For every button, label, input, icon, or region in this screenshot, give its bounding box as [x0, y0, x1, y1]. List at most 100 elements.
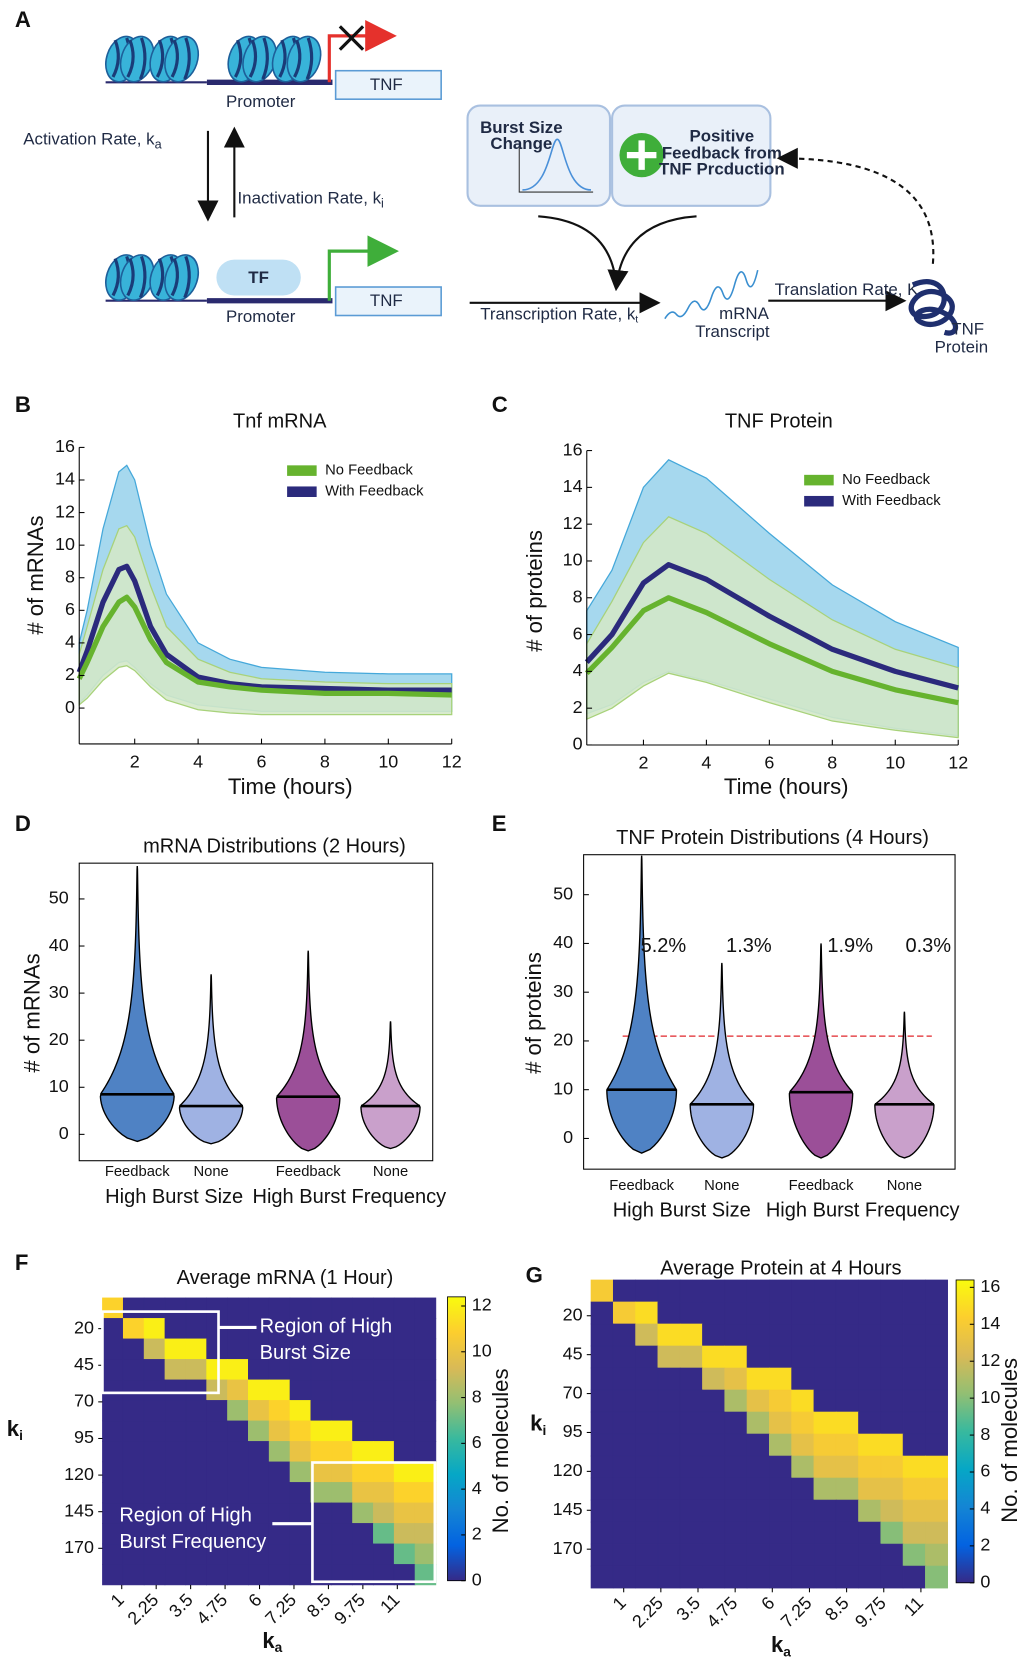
heat-cell	[791, 1499, 815, 1523]
heat-cell	[635, 1477, 659, 1501]
violin	[606, 855, 678, 1154]
heat-cell	[635, 1411, 659, 1435]
heat-cell	[612, 1301, 636, 1325]
heat-cell	[902, 1543, 926, 1567]
panel-label: B	[15, 392, 31, 417]
heat-cell	[122, 1400, 145, 1422]
heat-cell	[813, 1301, 837, 1325]
heat-cell	[791, 1323, 815, 1347]
heat-cell	[702, 1389, 726, 1413]
chart-title: Average Protein at 4 Hours	[660, 1258, 901, 1280]
heat-cell	[143, 1420, 166, 1442]
annotation: 5.2%	[641, 935, 687, 957]
heat-cell	[206, 1338, 228, 1360]
x-tick-label: 2	[638, 753, 648, 773]
colorbar-tick-label: 4	[472, 1478, 482, 1498]
heat-cell	[925, 1521, 948, 1545]
x-tick-label: 2	[130, 752, 140, 772]
x-tick-label: None	[193, 1164, 228, 1180]
chart-title: mRNA Distributions (2 Hours)	[143, 836, 406, 858]
heat-cell	[310, 1543, 333, 1565]
heat-cell	[702, 1499, 726, 1523]
heat-cell	[835, 1543, 859, 1567]
panel-label: F	[15, 1250, 29, 1275]
x-axis-label: Time (hours)	[724, 774, 849, 799]
x-tick-label: 6	[757, 1593, 778, 1614]
heat-cell	[373, 1420, 395, 1442]
violin	[178, 974, 244, 1145]
heat-cell	[289, 1420, 312, 1442]
heat-cell	[352, 1338, 374, 1360]
heat-cell	[206, 1461, 228, 1483]
heat-cell	[925, 1323, 948, 1347]
heat-cell	[590, 1543, 614, 1567]
heat-cell	[724, 1279, 748, 1303]
heat-cell	[289, 1502, 312, 1524]
colorbar-tick-label: 2	[472, 1524, 482, 1544]
x-tick-label: 10	[885, 753, 905, 773]
heat-cell	[702, 1477, 726, 1501]
heat-cell	[702, 1323, 726, 1347]
heat-cell	[414, 1482, 437, 1504]
label-text: k	[771, 1632, 784, 1657]
heat-cell	[227, 1400, 249, 1422]
heat-cell	[724, 1499, 748, 1523]
heat-cell	[185, 1359, 207, 1381]
heat-cell	[414, 1318, 437, 1340]
y-tick-label: 6	[573, 623, 583, 643]
heat-cell	[724, 1367, 748, 1391]
label-sub: t	[635, 314, 638, 326]
label-text: Inactivation Rate, k	[238, 189, 382, 208]
heat-cell	[185, 1420, 207, 1442]
y-tick-label: 16	[55, 436, 75, 456]
colorbar-tick-label: 10	[980, 1387, 1000, 1407]
heat-cell	[185, 1441, 207, 1463]
heat-cell	[373, 1379, 395, 1401]
heat-cell	[813, 1499, 837, 1523]
annotation: Burst Size	[260, 1342, 351, 1364]
heat-cell	[590, 1565, 614, 1589]
heat-cell	[880, 1345, 904, 1369]
heat-cell	[310, 1502, 333, 1524]
heat-cell	[858, 1345, 882, 1369]
x-tick-label: 6	[245, 1590, 266, 1611]
heat-cell	[635, 1455, 659, 1479]
heat-cell	[206, 1482, 228, 1504]
heat-cell	[143, 1318, 166, 1340]
heat-cell	[858, 1477, 882, 1501]
heat-cell	[746, 1301, 770, 1325]
heat-cell	[635, 1323, 659, 1347]
heat-cell	[835, 1367, 859, 1391]
x-tick-label: Feedback	[276, 1164, 341, 1180]
heat-cell	[289, 1441, 312, 1463]
x-tick-label: 12	[948, 753, 968, 773]
heat-cell	[206, 1297, 228, 1319]
y-tick-label: 170	[64, 1537, 94, 1557]
heat-cell	[813, 1389, 837, 1413]
gene-label: TNF	[370, 75, 403, 94]
y-tick-label: 12	[55, 501, 75, 521]
y-tick-label: 120	[553, 1460, 583, 1480]
heat-cell	[227, 1338, 249, 1360]
heat-cell	[143, 1564, 166, 1586]
heat-cell	[746, 1543, 770, 1567]
mrna-shape	[664, 269, 759, 320]
y-axis-label: # of proteins	[522, 530, 547, 652]
y-tick-label: 95	[563, 1421, 583, 1441]
legend-label: With Feedback	[325, 484, 424, 500]
heat-cell	[746, 1565, 770, 1589]
heat-cell	[635, 1301, 659, 1325]
heat-cell	[590, 1455, 614, 1479]
heat-cell	[902, 1499, 926, 1523]
heat-cell	[835, 1279, 859, 1303]
heat-cell	[590, 1433, 614, 1457]
heat-cell	[164, 1318, 187, 1340]
x-axis-label: ka	[771, 1632, 791, 1659]
y-tick-label: 20	[74, 1317, 94, 1337]
heat-cell	[227, 1420, 249, 1442]
y-axis-label: # of mRNAs	[23, 515, 48, 634]
heat-cell	[791, 1345, 815, 1369]
heat-cell	[702, 1301, 726, 1325]
y-tick-label: 12	[563, 513, 583, 533]
colorbar	[447, 1296, 466, 1582]
